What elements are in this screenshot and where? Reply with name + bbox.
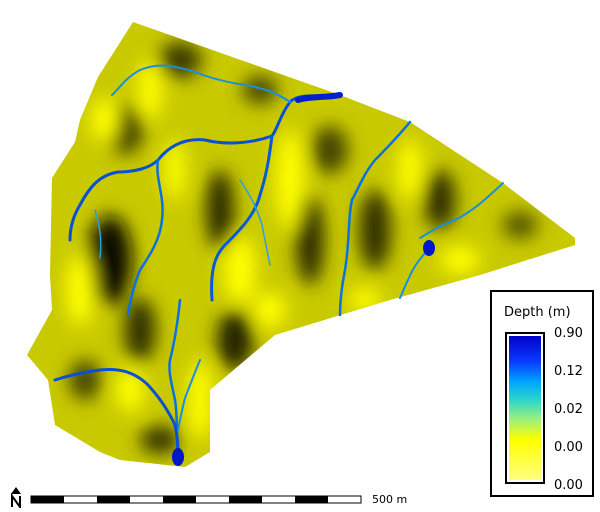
legend-label-max: 0.90 bbox=[554, 326, 583, 341]
north-arrow bbox=[8, 486, 24, 511]
tributary-upper bbox=[111, 64, 291, 103]
channel-lower bbox=[53, 368, 180, 457]
channel-network bbox=[53, 64, 504, 457]
tributary-lower-east bbox=[177, 359, 201, 431]
tributary-mid-small bbox=[239, 179, 271, 266]
pool-outlet bbox=[172, 448, 184, 466]
tributary-east bbox=[419, 182, 504, 239]
legend-label-min: 0.00 bbox=[554, 478, 583, 493]
tributary-se bbox=[399, 249, 429, 299]
legend-label-2: 0.12 bbox=[554, 364, 583, 379]
main-channel-north bbox=[68, 93, 342, 242]
north-arrow-icon bbox=[11, 487, 21, 511]
depth-legend: Depth (m) 0.90 0.12 0.02 0.00 0.00 bbox=[490, 290, 594, 497]
main-stem-wide bbox=[295, 92, 343, 103]
main-channel-mid bbox=[210, 134, 274, 302]
legend-label-4: 0.00 bbox=[554, 440, 583, 455]
tributary-west-small bbox=[94, 209, 102, 259]
pool-east bbox=[423, 240, 435, 256]
legend-color-ramp bbox=[505, 332, 545, 484]
tributary-ne bbox=[338, 120, 412, 317]
legend-title: Depth (m) bbox=[504, 305, 571, 320]
tributary-west bbox=[126, 158, 164, 317]
legend-label-3: 0.02 bbox=[554, 402, 583, 417]
scale-bar-label: 500 m bbox=[372, 493, 408, 506]
scale-bar bbox=[30, 495, 362, 504]
